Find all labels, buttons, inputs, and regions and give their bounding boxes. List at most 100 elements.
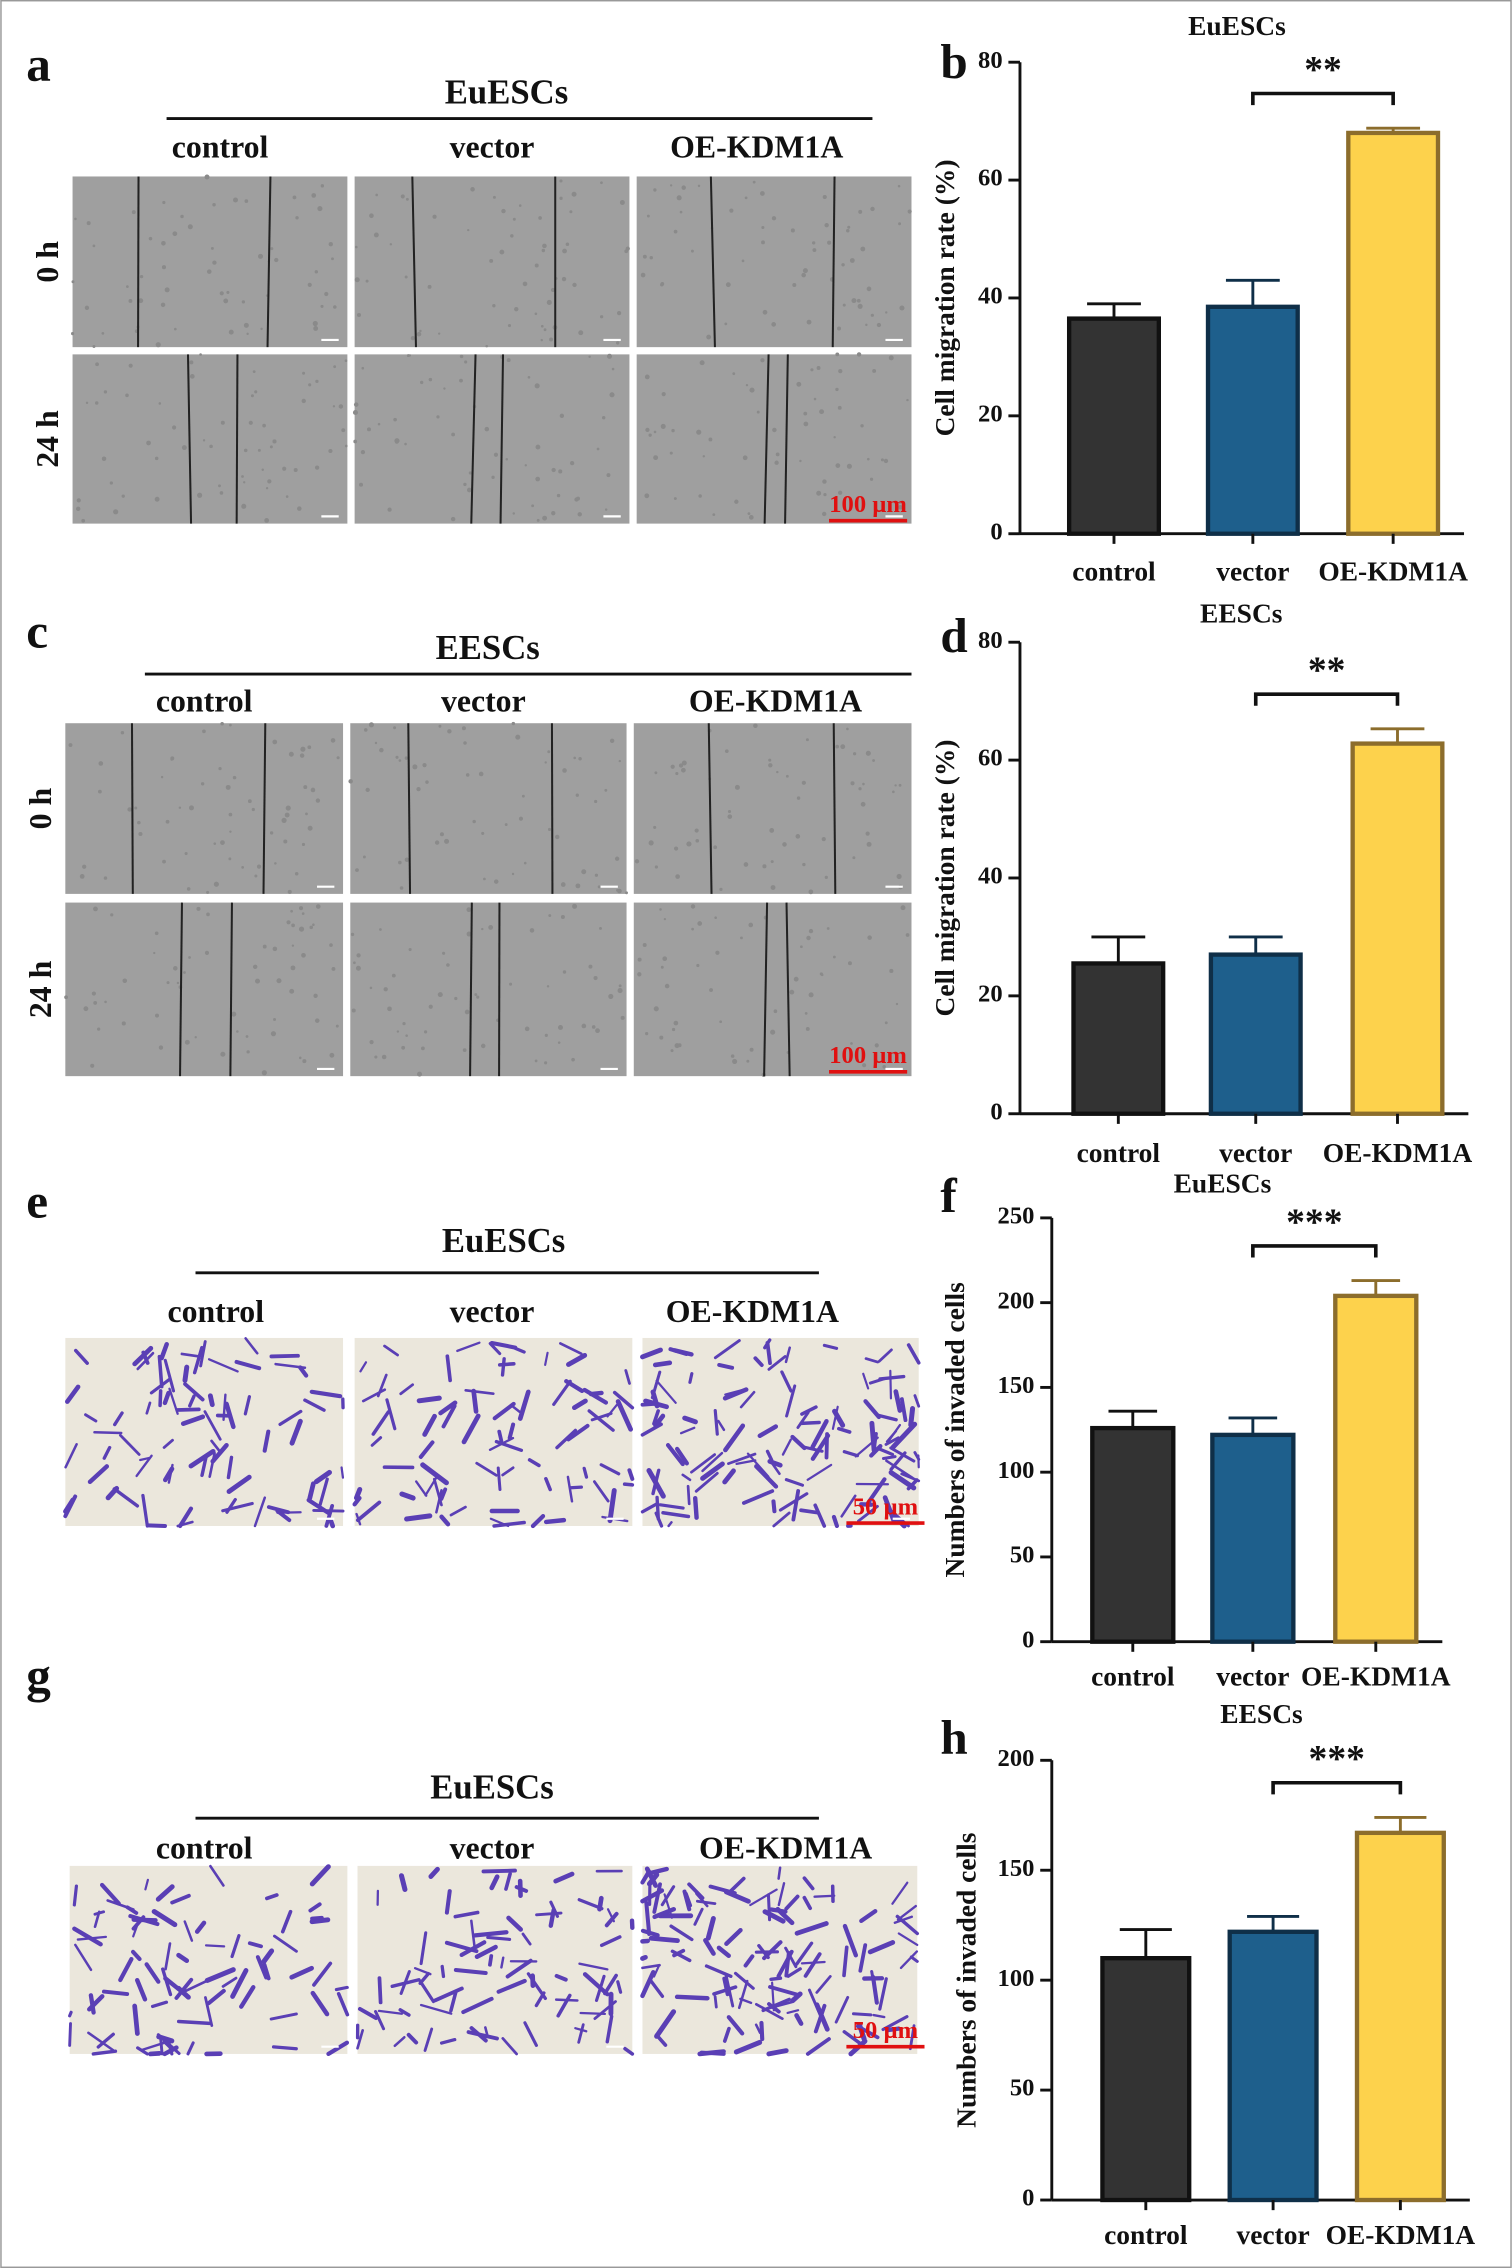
texture: [681, 760, 687, 766]
texture: [646, 214, 650, 218]
cell: [622, 1482, 635, 1487]
cell: [876, 1446, 895, 1457]
cell: [704, 1964, 733, 1978]
scratch-edge: [499, 354, 505, 524]
texture: [785, 774, 789, 778]
cell: [765, 1449, 774, 1462]
cell: [660, 1885, 676, 1907]
texture: [581, 1023, 587, 1029]
micrograph-bg: [350, 902, 627, 1077]
texture: [293, 467, 298, 472]
cell: [624, 1369, 631, 1385]
scratch-edge: [179, 902, 183, 1077]
texture: [303, 785, 308, 790]
texture: [444, 838, 450, 844]
texture: [209, 444, 213, 449]
cell: [781, 1438, 792, 1456]
significance-bracket: [1271, 1780, 1403, 1795]
texture: [232, 775, 237, 780]
texture: [653, 188, 657, 192]
cell: [244, 1337, 259, 1355]
texture: [225, 784, 231, 790]
texture: [160, 775, 164, 779]
cell: [616, 1980, 623, 1994]
scratch-edge: [407, 723, 412, 894]
texture: [812, 248, 817, 252]
texture: [267, 479, 272, 484]
texture: [350, 932, 355, 937]
texture: [897, 184, 901, 188]
texture: [529, 928, 535, 933]
texture: [138, 298, 144, 304]
cell: [640, 1954, 648, 1961]
texture: [492, 195, 496, 199]
cell: [398, 1873, 408, 1892]
texture: [223, 298, 229, 304]
texture: [898, 504, 903, 510]
cell: [199, 1340, 207, 1368]
cell: [135, 1454, 153, 1478]
panel-label: h: [940, 1710, 967, 1765]
texture: [865, 750, 871, 756]
cell: [640, 1422, 663, 1437]
cell: [162, 1390, 171, 1406]
cell: [136, 2046, 149, 2056]
texture: [241, 503, 247, 509]
column-label: OE-KDM1A: [666, 1294, 839, 1329]
cell: [176, 1952, 190, 1963]
texture: [889, 968, 894, 974]
cell: [353, 1487, 363, 1501]
texture: [391, 973, 396, 978]
texture: [694, 828, 699, 833]
cell: [334, 1985, 349, 1992]
texture: [313, 326, 319, 331]
bar: [1210, 1432, 1296, 1644]
texture: [832, 955, 836, 959]
texture: [826, 927, 830, 930]
texture: [369, 213, 374, 219]
scale-bar-label: 50 µm: [853, 1493, 919, 1520]
texture: [594, 873, 599, 877]
panel-label: c: [26, 604, 48, 659]
scratch-edge: [709, 176, 716, 348]
bar: [1333, 1293, 1419, 1644]
cell: [582, 1466, 589, 1479]
texture: [555, 834, 560, 840]
scratch-edge: [785, 902, 791, 1077]
texture: [637, 957, 642, 962]
cell: [743, 1954, 755, 1968]
cell: [527, 1458, 541, 1468]
cell: [766, 2048, 789, 2057]
cell: [99, 1882, 121, 1906]
cell: [309, 1917, 331, 1925]
texture: [264, 518, 270, 523]
texture: [265, 487, 269, 490]
texture: [450, 516, 456, 522]
texture: [369, 986, 373, 990]
texture: [535, 444, 541, 450]
cell: [687, 1882, 705, 1900]
scratch-edge: [130, 723, 134, 894]
texture: [748, 922, 754, 928]
cell: [278, 1409, 303, 1426]
cell: [262, 1429, 271, 1453]
texture: [484, 426, 490, 432]
texture: [408, 947, 412, 952]
cell: [606, 1401, 620, 1418]
texture: [732, 1058, 738, 1064]
texture: [120, 730, 125, 735]
cell: [553, 1871, 575, 1884]
micrograph: [355, 1865, 635, 2056]
cell: [651, 1468, 661, 1496]
texture: [888, 355, 894, 361]
chart-title: EESCs: [1200, 598, 1283, 628]
cell: [623, 2046, 635, 2056]
cell: [803, 1952, 822, 1978]
cell: [398, 2008, 411, 2017]
texture: [870, 206, 875, 212]
micrograph: [354, 176, 630, 348]
texture: [315, 798, 321, 803]
chart-title: EuESCs: [1188, 11, 1286, 41]
texture: [674, 846, 679, 851]
texture: [837, 490, 843, 495]
